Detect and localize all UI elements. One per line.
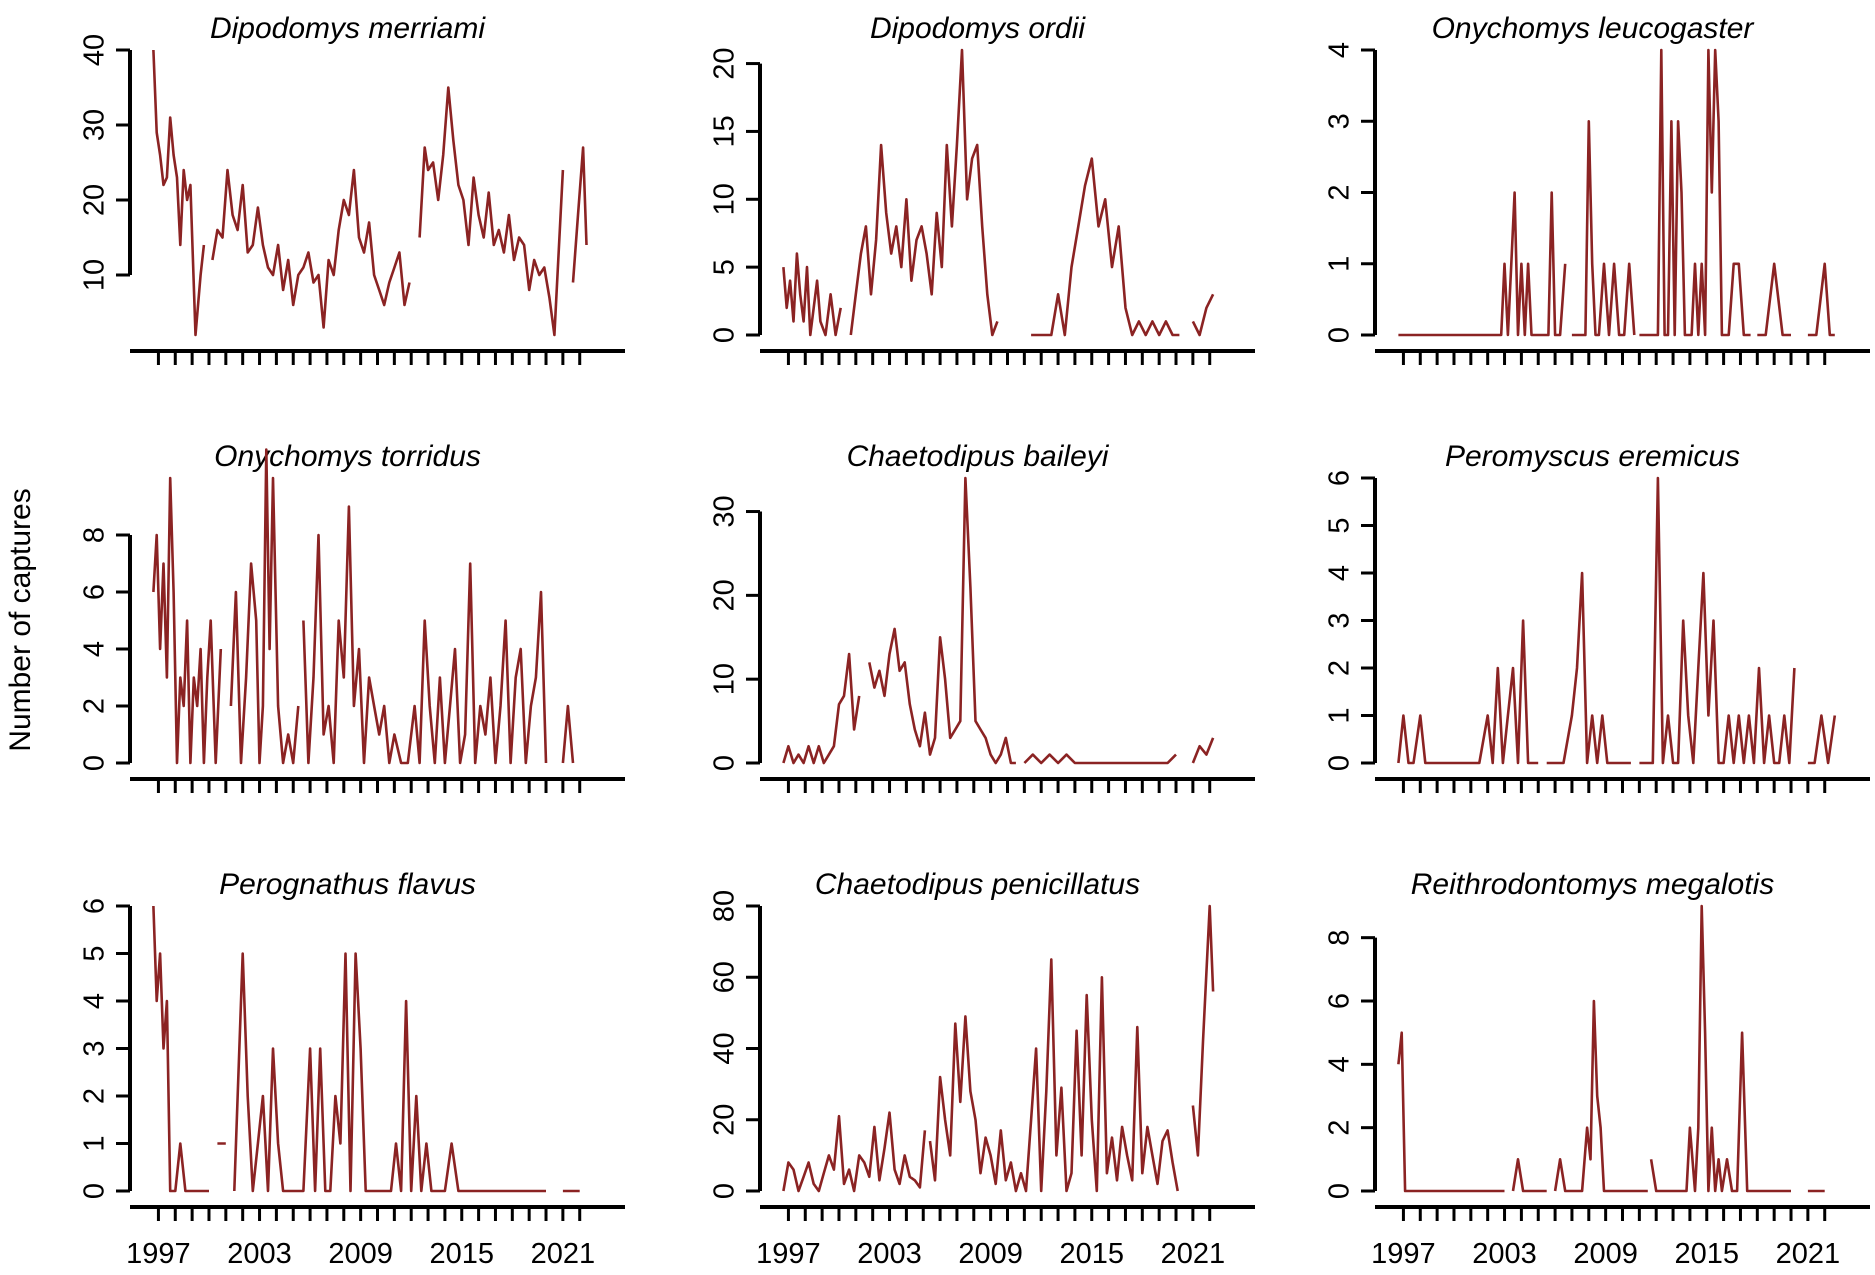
series-line	[1398, 48, 1835, 337]
y-tick-label: 6	[1324, 470, 1356, 486]
y-tick-label: 0	[1324, 1183, 1356, 1199]
y-tick-label: 0	[1324, 755, 1356, 771]
panel-chaetodipus-baileyi: Chaetodipus baileyi 0 10 20 30	[709, 440, 1255, 793]
panel-title: Onychomys torridus	[214, 440, 481, 473]
x-tick-label: 2021	[1161, 1238, 1226, 1270]
y-tick-label: 40	[79, 34, 111, 66]
panel-peromyscus-eremicus: Peromyscus eremicus 0 1 2 3 4 5 6	[1324, 440, 1870, 793]
series-line	[1397, 476, 1837, 765]
y-axis-label: Number of captures	[4, 488, 37, 751]
x-tick-label: 2003	[857, 1238, 922, 1270]
y-tick-label: 20	[709, 579, 741, 611]
series-line	[152, 49, 588, 337]
panel-perognathus-flavus: Perognathus flavus 0 1 2 3 4 5 6 1997 2003 2009 201…	[79, 868, 625, 1270]
panel-title: Peromyscus eremicus	[1445, 440, 1740, 473]
panel-reithrodontomys-megalotis: Reithrodontomys megalotis 0 2 4 6 8 1997 2003 20…	[1324, 868, 1870, 1270]
y-tick-label: 5	[709, 259, 741, 275]
x-tick-label: 1997	[126, 1238, 191, 1270]
panel-onychomys-torridus: Onychomys torridus 0 2 4 6 8	[79, 440, 625, 793]
series-line	[782, 48, 1215, 337]
y-tick-label: 6	[79, 898, 111, 914]
y-tick-label: 8	[79, 527, 111, 543]
y-tick-label: 0	[709, 327, 741, 343]
y-tick-label: 20	[709, 47, 741, 79]
series-line	[782, 476, 1215, 765]
x-tick-label: 2015	[430, 1238, 495, 1270]
y-tick-label: 60	[709, 961, 741, 993]
x-tick-label: 2015	[1060, 1238, 1125, 1270]
y-tick-label: 0	[709, 1183, 741, 1199]
y-tick-label: 30	[709, 495, 741, 527]
panel-title: Chaetodipus baileyi	[847, 440, 1110, 473]
panel-title: Reithrodontomys megalotis	[1411, 868, 1775, 901]
panel-title: Perognathus flavus	[219, 868, 476, 901]
y-tick-label: 3	[79, 1040, 111, 1056]
x-tick-label: 1997	[756, 1238, 821, 1270]
y-tick-label: 1	[79, 1135, 111, 1151]
y-tick-label: 15	[709, 115, 741, 147]
x-tick-label: 2015	[1675, 1238, 1740, 1270]
x-tick-label: 2009	[328, 1238, 393, 1270]
panel-title: Dipodomys merriami	[210, 12, 486, 45]
series-line	[152, 905, 580, 1193]
y-tick-label: 0	[1324, 327, 1356, 343]
y-tick-label: 4	[79, 993, 111, 1009]
x-tick-label: 2021	[531, 1238, 596, 1270]
y-tick-label: 1	[1324, 707, 1356, 723]
series-line	[1397, 904, 1825, 1193]
y-tick-label: 0	[709, 755, 741, 771]
y-tick-label: 2	[1324, 660, 1356, 676]
y-tick-label: 2	[1324, 1120, 1356, 1136]
y-tick-label: 1	[1324, 256, 1356, 272]
x-tick-label: 2003	[227, 1238, 292, 1270]
y-tick-label: 2	[79, 1088, 111, 1104]
y-tick-label: 4	[79, 641, 111, 657]
y-tick-label: 2	[1324, 184, 1356, 200]
y-tick-label: 10	[709, 663, 741, 695]
y-tick-label: 80	[709, 890, 741, 922]
panel-title: Dipodomys ordii	[870, 12, 1086, 45]
y-tick-label: 3	[1324, 612, 1356, 628]
panel-title: Onychomys leucogaster	[1432, 12, 1755, 45]
y-tick-label: 4	[1324, 565, 1356, 581]
panel-chaetodipus-penicillatus: Chaetodipus penicillatus 0 20 40 60 80 1997 200…	[709, 868, 1255, 1270]
x-tick-label: 2009	[1573, 1238, 1638, 1270]
series-line	[782, 904, 1215, 1193]
series-line	[152, 448, 575, 765]
y-tick-label: 5	[1324, 517, 1356, 533]
x-tick-label: 2009	[958, 1238, 1023, 1270]
panel-onychomys-leucogaster: Onychomys leucogaster 0 1 2 3 4	[1324, 12, 1870, 365]
x-tick-label: 2021	[1776, 1238, 1841, 1270]
y-tick-label: 20	[709, 1104, 741, 1136]
y-tick-label: 3	[1324, 113, 1356, 129]
y-tick-label: 40	[709, 1032, 741, 1064]
x-tick-label: 1997	[1371, 1238, 1436, 1270]
y-tick-label: 30	[79, 109, 111, 141]
y-tick-label: 10	[79, 259, 111, 291]
y-tick-label: 8	[1324, 930, 1356, 946]
y-tick-label: 10	[709, 183, 741, 215]
y-tick-label: 6	[1324, 993, 1356, 1009]
x-tick-label: 2003	[1472, 1238, 1537, 1270]
y-tick-label: 4	[1324, 1056, 1356, 1072]
y-tick-label: 0	[79, 755, 111, 771]
y-tick-label: 20	[79, 184, 111, 216]
y-tick-label: 5	[79, 945, 111, 961]
y-tick-label: 0	[79, 1183, 111, 1199]
panel-title: Chaetodipus penicillatus	[815, 868, 1140, 901]
y-tick-label: 6	[79, 584, 111, 600]
panel-dipodomys-ordii: Dipodomys ordii 0 5 10 15 20	[709, 12, 1255, 365]
panel-dipodomys-merriami: Dipodomys merriami 10 20 30 40	[79, 12, 625, 365]
y-tick-label: 4	[1324, 42, 1356, 58]
y-tick-label: 2	[79, 698, 111, 714]
